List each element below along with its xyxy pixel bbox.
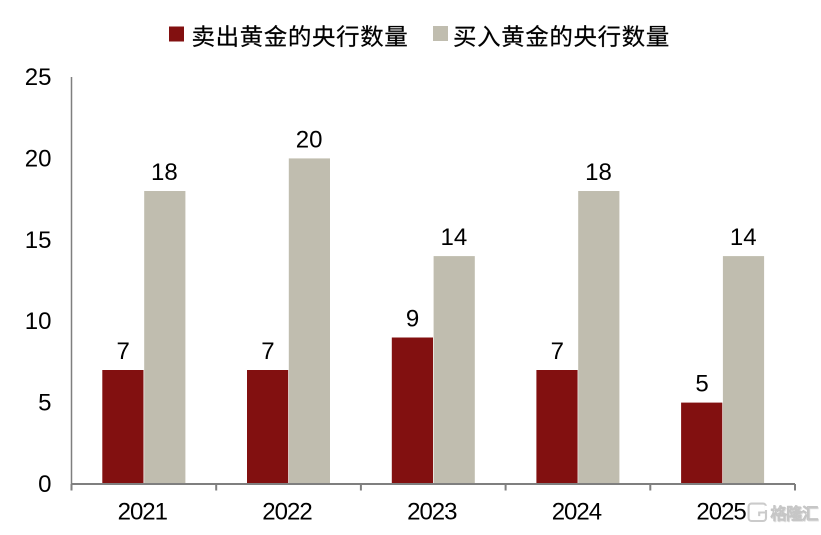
- svg-text:9: 9: [406, 306, 419, 333]
- svg-text:5: 5: [695, 371, 708, 398]
- svg-text:0: 0: [38, 471, 51, 498]
- svg-text:2024: 2024: [552, 499, 602, 526]
- svg-text:14: 14: [441, 224, 468, 251]
- svg-text:14: 14: [730, 224, 757, 251]
- svg-text:2021: 2021: [118, 499, 168, 526]
- svg-text:5: 5: [38, 390, 51, 417]
- svg-text:25: 25: [25, 64, 52, 91]
- svg-text:2023: 2023: [407, 499, 457, 526]
- svg-text:7: 7: [117, 338, 130, 365]
- svg-text:2022: 2022: [262, 499, 312, 526]
- svg-text:15: 15: [25, 227, 52, 254]
- svg-text:7: 7: [261, 338, 274, 365]
- svg-text:20: 20: [296, 126, 323, 153]
- svg-text:20: 20: [25, 145, 52, 172]
- svg-text:18: 18: [151, 159, 178, 186]
- svg-text:2025: 2025: [696, 499, 746, 526]
- svg-text:18: 18: [585, 159, 612, 186]
- svg-text:10: 10: [25, 308, 52, 335]
- svg-text:7: 7: [551, 338, 564, 365]
